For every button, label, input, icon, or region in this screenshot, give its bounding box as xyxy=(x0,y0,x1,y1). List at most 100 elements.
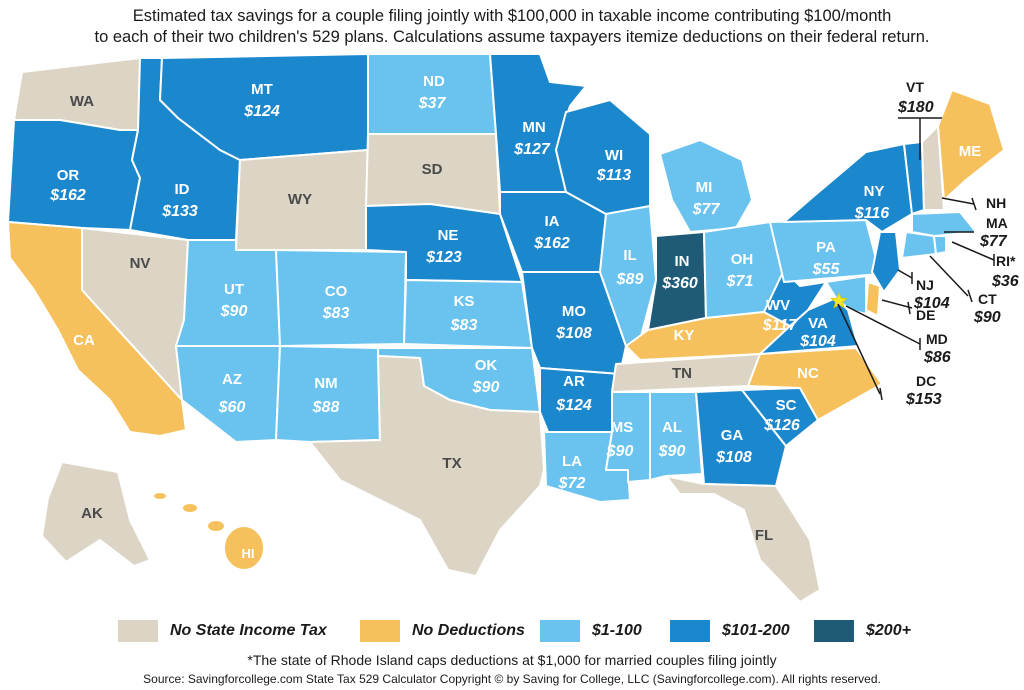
label-OK-abbr: OK xyxy=(475,357,498,374)
legend-label-no-income-tax: No State Income Tax xyxy=(170,622,327,639)
map-title-line-2: to each of their two children's 529 plan… xyxy=(94,28,930,46)
state-NH[interactable] xyxy=(921,125,945,211)
label-SC-abbr: SC xyxy=(776,397,797,414)
state-NJ[interactable] xyxy=(871,231,901,293)
label-ID-abbr: ID xyxy=(175,181,190,198)
label-NM-abbr: NM xyxy=(314,375,337,392)
map-legend: No State Income Tax No Deductions $1-100… xyxy=(118,618,938,644)
label-WV-value: $117 xyxy=(762,317,799,334)
label-AR-abbr: AR xyxy=(563,373,585,390)
label-NE-value: $123 xyxy=(425,249,462,266)
state-FL[interactable] xyxy=(665,475,821,603)
legend-swatch-1-100 xyxy=(540,620,580,642)
callout-DC-value: $153 xyxy=(905,391,942,408)
state-AK[interactable] xyxy=(41,461,151,567)
label-MN-abbr: MN xyxy=(522,119,545,136)
label-PA-abbr: PA xyxy=(816,239,836,256)
callout-NJ-abbr: NJ xyxy=(916,277,934,293)
state-MS[interactable] xyxy=(605,391,651,483)
state-RI[interactable] xyxy=(933,235,947,255)
label-WV-abbr: WV xyxy=(766,297,790,314)
callout-VT-value: $180 xyxy=(897,99,934,116)
label-TN-abbr: TN xyxy=(672,365,692,382)
label-MI-abbr: MI xyxy=(696,179,713,196)
label-GA-abbr: GA xyxy=(721,427,744,444)
label-AK-abbr: AK xyxy=(81,505,103,522)
state-GA[interactable] xyxy=(695,389,787,487)
legend-label-no-deductions: No Deductions xyxy=(412,622,525,639)
legend-item-no-deductions: No Deductions xyxy=(360,618,525,644)
label-PA-value: $55 xyxy=(812,261,841,278)
label-AZ-abbr: AZ xyxy=(222,371,242,388)
label-MS-value: $90 xyxy=(606,443,634,460)
label-OR-abbr: OR xyxy=(57,167,80,184)
state-AZ[interactable] xyxy=(175,345,281,443)
label-IN-value: $360 xyxy=(661,275,698,292)
state-ME[interactable] xyxy=(937,89,1005,201)
label-IL-abbr: IL xyxy=(623,247,636,264)
callout-RI-value: $36 xyxy=(991,273,1019,290)
state-MI[interactable] xyxy=(659,139,753,233)
callout-MA-value: $77 xyxy=(979,233,1008,250)
state-HI[interactable] xyxy=(152,491,265,571)
legend-item-no-income-tax: No State Income Tax xyxy=(118,618,327,644)
state-DE[interactable] xyxy=(865,281,881,317)
state-CT[interactable] xyxy=(901,231,937,259)
legend-label-200-plus: $200+ xyxy=(866,622,911,639)
label-MO-abbr: MO xyxy=(562,303,586,320)
state-MA[interactable] xyxy=(911,211,977,237)
state-KS[interactable] xyxy=(403,279,533,349)
state-AL[interactable] xyxy=(649,391,703,481)
label-NE-abbr: NE xyxy=(438,227,459,244)
label-UT-value: $90 xyxy=(220,303,248,320)
state-TX[interactable] xyxy=(309,355,545,577)
label-ND-abbr: ND xyxy=(423,73,445,90)
label-NY-value: $116 xyxy=(854,205,890,222)
label-WI-abbr: WI xyxy=(605,147,623,164)
callout-MD-value: $86 xyxy=(923,349,951,366)
state-ND[interactable] xyxy=(367,53,497,135)
state-NY[interactable] xyxy=(783,143,913,233)
label-SD-abbr: SD xyxy=(422,161,443,178)
callout-RI-abbr: RI* xyxy=(996,253,1016,269)
label-LA-value: $72 xyxy=(558,475,586,492)
label-VA-abbr: VA xyxy=(808,315,828,332)
footnote: *The state of Rhode Island caps deductio… xyxy=(247,652,777,668)
label-CA-abbr: CA xyxy=(73,332,95,349)
label-ME-abbr: ME xyxy=(959,143,982,160)
label-LA-abbr: LA xyxy=(562,453,582,470)
source-credit: Source: Savingforcollege.com State Tax 5… xyxy=(143,672,881,686)
legend-swatch-no-income-tax xyxy=(118,620,158,642)
label-OH-value: $71 xyxy=(726,273,754,290)
label-AR-value: $124 xyxy=(555,397,592,414)
label-AL-abbr: AL xyxy=(662,419,682,436)
label-NM-value: $88 xyxy=(312,399,340,416)
label-IN-abbr: IN xyxy=(675,253,690,270)
callout-MD-abbr: MD xyxy=(926,331,948,347)
legend-swatch-200-plus xyxy=(814,620,854,642)
label-IL-value: $89 xyxy=(616,271,644,288)
label-MN-value: $127 xyxy=(513,141,551,158)
label-AZ-value: $60 xyxy=(218,399,246,416)
callout-NH-abbr: NH xyxy=(986,195,1006,211)
label-MT-value: $124 xyxy=(243,103,280,120)
label-MS-abbr: MS xyxy=(611,419,634,436)
legend-item-101-200: $101-200 xyxy=(670,618,790,644)
label-TX-abbr: TX xyxy=(442,455,461,472)
label-OK-value: $90 xyxy=(472,379,500,396)
state-NM[interactable] xyxy=(275,345,381,443)
label-CO-value: $83 xyxy=(322,305,350,322)
label-IA-value: $162 xyxy=(533,235,570,252)
label-IA-abbr: IA xyxy=(545,213,560,230)
label-GA-value: $108 xyxy=(715,449,752,466)
label-KS-value: $83 xyxy=(450,317,478,334)
map-title-line-1: Estimated tax savings for a couple filin… xyxy=(132,7,892,25)
label-KS-abbr: KS xyxy=(454,293,475,310)
legend-label-101-200: $101-200 xyxy=(722,622,790,639)
label-ND-value: $37 xyxy=(418,95,447,112)
label-UT-abbr: UT xyxy=(224,281,244,298)
callout-CT-abbr: CT xyxy=(978,291,997,307)
label-MO-value: $108 xyxy=(555,325,592,342)
callout-NJ-value: $104 xyxy=(913,295,950,312)
